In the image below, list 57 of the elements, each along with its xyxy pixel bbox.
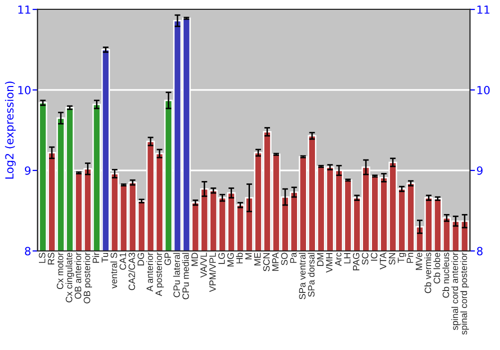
y2-tick-label: 9 — [476, 166, 483, 175]
x-tick-label: MD — [191, 252, 198, 266]
x-tick-label: Pir — [92, 252, 100, 263]
x-tick-label: OB anterior — [74, 252, 82, 299]
x-tick-label: SPa ventral — [298, 252, 306, 300]
x-tick-label: Cx cingulate — [66, 252, 74, 302]
x-tick-label: VMH — [326, 253, 332, 273]
x-tick-label: spinal cord anterior — [451, 252, 460, 330]
y-tick-label: 8 — [24, 246, 30, 256]
x-tick-label: Cb lobe — [433, 252, 440, 284]
x-tick-label: LG — [218, 253, 225, 264]
x-tick-label: Pn — [406, 252, 414, 263]
x-tick-label: LS — [38, 252, 46, 263]
x-tick-label: SPa dorsal — [308, 252, 315, 297]
x-tick-label: Tg — [398, 252, 406, 263]
x-tick-label: SO — [281, 252, 288, 266]
x-tick-label: VPM/VPL — [209, 252, 216, 292]
x-tick-label: MG — [227, 253, 234, 266]
y2-tick-label: 11 — [477, 6, 490, 14]
x-tick-label: A anterior — [146, 252, 154, 292]
x-tick-label: Tu — [102, 252, 108, 262]
y-tick-label: 11 — [18, 6, 30, 14]
x-tick-label: PAG — [352, 253, 360, 270]
x-tick-label: A posterior — [155, 252, 164, 296]
x-tick-label: Hb — [236, 252, 243, 264]
y-tick-label: 10 — [18, 86, 31, 94]
x-tick-label: VA/VL — [200, 252, 207, 278]
x-tick-label: CA1 — [120, 252, 126, 270]
x-tick-label: VTA — [380, 252, 386, 270]
x-tick-label: Cb vermis — [424, 252, 432, 294]
x-tick-label: SC — [362, 252, 368, 265]
x-tick-label: CPu medial — [182, 252, 189, 300]
x-tick-label: CA2/CA3 — [128, 252, 136, 290]
y2-tick-label: 10 — [477, 86, 490, 94]
y-tick-label: 9 — [24, 166, 30, 175]
y2-tick-label: 8 — [477, 246, 483, 256]
x-tick-label: DM — [317, 253, 324, 266]
x-tick-label: Cx motor — [56, 252, 64, 290]
x-tick-label: ME — [254, 252, 261, 266]
x-tick-label: M — [245, 253, 252, 260]
x-tick-label: LH — [344, 253, 350, 264]
x-tick-label: SN — [388, 253, 396, 265]
x-tick-label: RS — [48, 252, 54, 264]
x-tick-label: GP — [164, 252, 171, 266]
x-tick-label: MVe — [416, 252, 422, 270]
x-tick-label: OB posterior — [83, 252, 92, 304]
x-tick-label: Cb nucleus — [442, 252, 450, 298]
x-tick-label: DG — [138, 253, 144, 266]
x-tick-label: spinal cord posterior — [460, 252, 469, 335]
x-tick-label: MPA — [272, 252, 279, 271]
x-tick-label: SCN — [263, 253, 270, 272]
x-tick-label: Arc — [335, 252, 342, 266]
x-tick-label: IC — [370, 252, 378, 261]
y-axis-title: Log2 (expression) — [4, 82, 16, 179]
x-tick-label: ventral S — [110, 252, 118, 288]
x-tick-label: CPu lateral — [173, 252, 180, 298]
x-tick-label: Pa — [290, 252, 297, 263]
